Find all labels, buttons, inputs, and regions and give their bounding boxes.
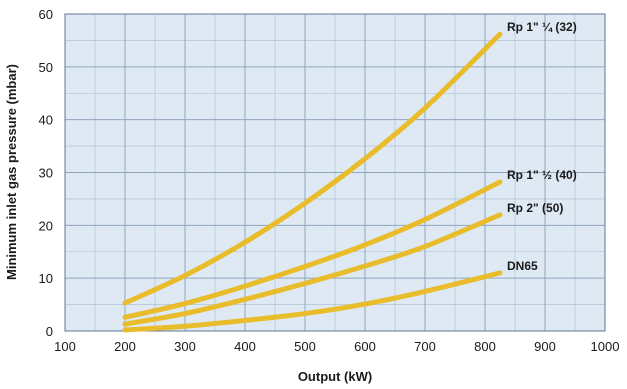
x-tick-label: 900 bbox=[534, 339, 556, 354]
series-label-3: DN65 bbox=[507, 259, 538, 273]
series-label-2: Rp 2" (50) bbox=[507, 201, 563, 215]
series-labels: Rp 1" ¼ (32) Rp 1" ½ (40) Rp 2" (50) DN65 bbox=[507, 20, 577, 273]
y-tick-label: 50 bbox=[39, 60, 53, 75]
x-tick-label: 600 bbox=[354, 339, 376, 354]
series-line-2 bbox=[122, 212, 503, 327]
x-tick-label: 400 bbox=[234, 339, 256, 354]
y-tick-labels: 0 10 20 30 40 50 60 bbox=[39, 7, 53, 339]
y-tick-label: 0 bbox=[46, 324, 53, 339]
y-tick-label: 60 bbox=[39, 7, 53, 22]
x-axis-title: Output (kW) bbox=[298, 369, 372, 384]
x-tick-label: 700 bbox=[414, 339, 436, 354]
series-label-1: Rp 1" ½ (40) bbox=[507, 168, 577, 182]
x-tick-label: 1000 bbox=[591, 339, 620, 354]
x-tick-label: 500 bbox=[294, 339, 316, 354]
plot-border bbox=[64, 13, 606, 332]
series-line-3 bbox=[122, 270, 503, 333]
series-lines bbox=[122, 31, 503, 333]
x-tick-label: 800 bbox=[474, 339, 496, 354]
y-axis-title: Minimum inlet gas pressure (mbar) bbox=[4, 64, 19, 280]
x-tick-labels: 100 200 300 400 500 600 700 800 900 1000 bbox=[54, 339, 619, 354]
y-tick-label: 20 bbox=[39, 218, 53, 233]
x-tick-label: 100 bbox=[54, 339, 76, 354]
y-tick-label: 10 bbox=[39, 271, 53, 286]
y-tick-label: 40 bbox=[39, 113, 53, 128]
series-line-0 bbox=[122, 31, 503, 306]
series-label-0: Rp 1" ¼ (32) bbox=[507, 20, 577, 34]
x-tick-label: 300 bbox=[174, 339, 196, 354]
y-tick-label: 30 bbox=[39, 166, 53, 181]
series-line-1 bbox=[122, 179, 503, 320]
x-tick-label: 200 bbox=[114, 339, 136, 354]
major-grid bbox=[64, 13, 606, 332]
